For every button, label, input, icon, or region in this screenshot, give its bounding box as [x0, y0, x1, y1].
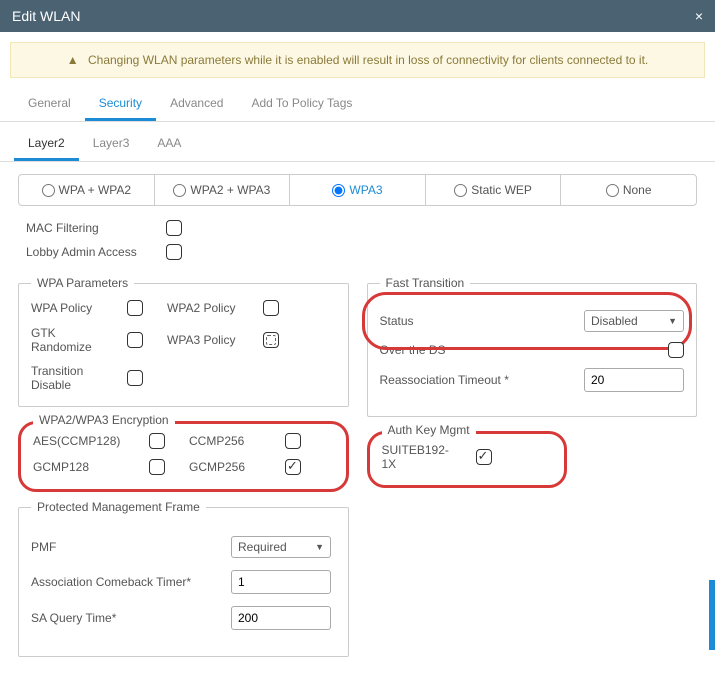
- radio-static-wep[interactable]: [454, 184, 467, 197]
- wpa-policy-checkbox[interactable]: [127, 300, 143, 316]
- ft-status-value: Disabled: [591, 314, 638, 328]
- encryption-fieldset: WPA2/WPA3 Encryption AES(CCMP128) CCMP25…: [18, 415, 349, 492]
- wpa3-policy-label: WPA3 Policy: [167, 333, 247, 347]
- wpa-opt-wpa-wpa2[interactable]: WPA + WPA2: [19, 175, 155, 205]
- pmf-caret-icon: ▼: [315, 542, 324, 552]
- auth-key-mgmt-legend: Auth Key Mgmt: [382, 423, 476, 437]
- pmf-select-value: Required: [238, 540, 287, 554]
- wpa-opt-wpa3[interactable]: WPA3: [290, 175, 426, 205]
- gtk-randomize-label: GTK Randomize: [31, 326, 111, 354]
- wpa-parameters-fieldset: WPA Parameters WPA Policy WPA2 Policy GT…: [18, 276, 349, 407]
- encryption-legend: WPA2/WPA3 Encryption: [33, 413, 175, 427]
- gcmp128-label: GCMP128: [33, 460, 133, 474]
- subtab-layer3[interactable]: Layer3: [79, 128, 144, 161]
- ft-status-label: Status: [380, 314, 585, 328]
- modal-title: Edit WLAN: [12, 8, 80, 24]
- gcmp128-checkbox[interactable]: [149, 459, 165, 475]
- wpa-parameters-legend: WPA Parameters: [31, 276, 134, 290]
- warning-icon: ▲: [67, 53, 79, 67]
- suiteb192-1x-label: SUITEB192-1X: [382, 443, 462, 471]
- assoc-comeback-input[interactable]: [231, 570, 331, 594]
- reassoc-timeout-label: Reassociation Timeout *: [380, 373, 585, 387]
- wpa-opt-none[interactable]: None: [561, 175, 696, 205]
- ccmp256-label: CCMP256: [189, 434, 269, 448]
- warning-alert: ▲ Changing WLAN parameters while it is e…: [10, 42, 705, 78]
- mac-filtering-checkbox[interactable]: [166, 220, 182, 236]
- subtab-layer2[interactable]: Layer2: [14, 128, 79, 161]
- warning-text: Changing WLAN parameters while it is ena…: [88, 53, 648, 67]
- pmf-legend: Protected Management Frame: [31, 500, 206, 514]
- wpa-mode-selector: WPA + WPA2 WPA2 + WPA3 WPA3 Static WEP N…: [18, 174, 697, 206]
- pmf-select[interactable]: Required ▼: [231, 536, 331, 558]
- wpa2-policy-checkbox[interactable]: [263, 300, 279, 316]
- wpa3-policy-checkbox[interactable]: [263, 332, 279, 348]
- transition-disable-checkbox[interactable]: [127, 370, 143, 386]
- wpa-policy-label: WPA Policy: [31, 301, 111, 315]
- lobby-admin-checkbox[interactable]: [166, 244, 182, 260]
- aes-ccmp128-label: AES(CCMP128): [33, 434, 133, 448]
- assoc-comeback-label: Association Comeback Timer*: [31, 575, 231, 589]
- pmf-fieldset: Protected Management Frame PMF Required …: [18, 500, 349, 657]
- fast-transition-legend: Fast Transition: [380, 276, 471, 290]
- transition-disable-label: Transition Disable: [31, 364, 111, 392]
- modal-header: Edit WLAN ×: [0, 0, 715, 32]
- over-ds-checkbox[interactable]: [668, 342, 684, 358]
- ccmp256-checkbox[interactable]: [285, 433, 301, 449]
- suiteb192-1x-checkbox[interactable]: [476, 449, 492, 465]
- fast-transition-fieldset: Fast Transition Status Disabled ▼ Over t: [367, 276, 698, 417]
- sub-tabs: Layer2 Layer3 AAA: [0, 128, 715, 162]
- subtab-aaa[interactable]: AAA: [143, 128, 195, 161]
- wpa-opt-static-wep[interactable]: Static WEP: [426, 175, 562, 205]
- auth-key-mgmt-fieldset: Auth Key Mgmt SUITEB192-1X: [367, 425, 567, 488]
- tab-security[interactable]: Security: [85, 88, 156, 121]
- ft-status-select[interactable]: Disabled ▼: [584, 310, 684, 332]
- radio-none[interactable]: [606, 184, 619, 197]
- lobby-admin-label: Lobby Admin Access: [26, 245, 166, 259]
- gcmp256-label: GCMP256: [189, 460, 269, 474]
- sa-query-input[interactable]: [231, 606, 331, 630]
- radio-wpa-wpa2[interactable]: [42, 184, 55, 197]
- reassoc-timeout-input[interactable]: [584, 368, 684, 392]
- scroll-indicator: [709, 580, 715, 650]
- radio-wpa3[interactable]: [332, 184, 345, 197]
- pmf-label: PMF: [31, 540, 231, 554]
- aes-ccmp128-checkbox[interactable]: [149, 433, 165, 449]
- wpa2-policy-label: WPA2 Policy: [167, 301, 247, 315]
- close-icon[interactable]: ×: [695, 8, 703, 24]
- gtk-randomize-checkbox[interactable]: [127, 332, 143, 348]
- mac-filtering-label: MAC Filtering: [26, 221, 166, 235]
- tab-advanced[interactable]: Advanced: [156, 88, 237, 121]
- radio-wpa2-wpa3[interactable]: [173, 184, 186, 197]
- wpa-opt-wpa2-wpa3[interactable]: WPA2 + WPA3: [155, 175, 291, 205]
- main-tabs: General Security Advanced Add To Policy …: [0, 88, 715, 122]
- ft-status-caret-icon: ▼: [668, 316, 677, 326]
- gcmp256-checkbox[interactable]: [285, 459, 301, 475]
- sa-query-label: SA Query Time*: [31, 611, 231, 625]
- tab-general[interactable]: General: [14, 88, 85, 121]
- tab-policy-tags[interactable]: Add To Policy Tags: [237, 88, 366, 121]
- over-ds-label: Over the DS: [380, 343, 669, 357]
